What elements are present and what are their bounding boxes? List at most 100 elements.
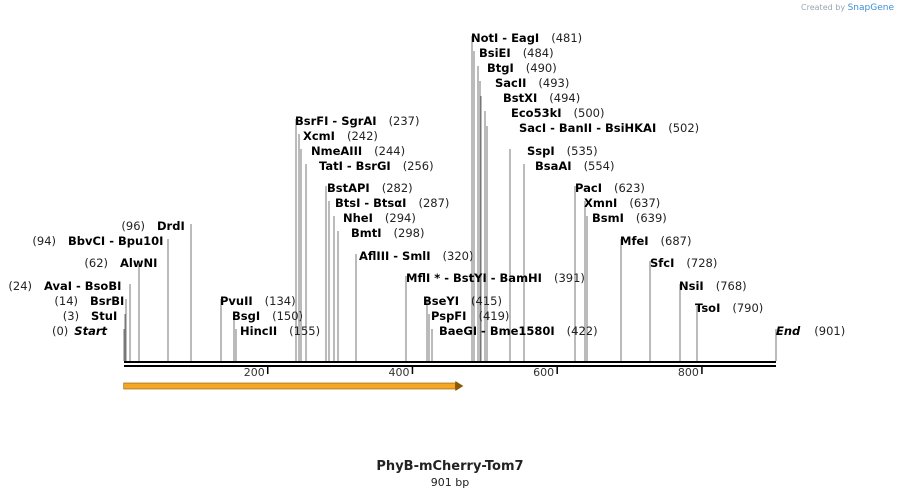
site-label[interactable]: XcmI (242) <box>303 129 378 143</box>
site-name: BaeGI - Bme1580I <box>439 324 555 338</box>
site-name: HincII <box>240 324 277 338</box>
site-name: SacI - BanII - BsiHKAI <box>519 121 656 135</box>
site-label[interactable]: XmnI (637) <box>584 196 660 210</box>
site-position: (790) <box>732 301 763 315</box>
site-name: BstAPI <box>327 181 370 195</box>
site-label[interactable]: SfcI (728) <box>650 256 717 270</box>
site-position: (96) <box>121 219 145 233</box>
site-name: BseYI <box>423 294 459 308</box>
site-label[interactable]: End (901) <box>776 324 845 338</box>
site-position: (415) <box>471 294 502 308</box>
orf-arrow-body[interactable] <box>123 382 456 390</box>
site-label[interactable]: (0) Start <box>52 324 108 338</box>
site-position: (901) <box>814 324 845 338</box>
site-label[interactable]: SspI (535) <box>527 144 598 158</box>
site-position: (481) <box>551 31 582 45</box>
ruler-ticks: 200 400 600 800 <box>244 366 703 379</box>
site-label[interactable]: MfeI (687) <box>620 234 691 248</box>
site-position: (0) <box>52 324 68 338</box>
site-label[interactable]: SacI - BanII - BsiHKAI (502) <box>519 121 699 135</box>
site-label[interactable]: NotI - EagI (481) <box>471 31 582 45</box>
site-label[interactable]: BtsI - BtsαI (287) <box>335 196 449 210</box>
site-name: PspFI <box>431 309 466 323</box>
site-name: SfcI <box>650 256 674 270</box>
snapgene-branding: Created by SnapGene <box>801 3 894 13</box>
site-position: (391) <box>554 271 585 285</box>
site-position: (320) <box>443 249 474 263</box>
site-name: Start <box>74 324 107 338</box>
site-label[interactable]: NsiI (768) <box>679 279 747 293</box>
site-position: (14) <box>54 294 78 308</box>
site-label[interactable]: (96) DrdI <box>121 219 184 233</box>
site-label[interactable]: (62) AlwNI <box>84 256 157 270</box>
site-label[interactable]: BsrFI - SgrAI (237) <box>295 114 420 128</box>
orf-arrow-head[interactable] <box>455 381 464 391</box>
site-name: TsoI <box>695 301 720 315</box>
created-by-text: Created by <box>801 3 846 12</box>
site-name: MfeI <box>620 234 649 248</box>
site-name: BbvCI - Bpu10I <box>68 234 163 248</box>
site-label[interactable]: Eco53kI (500) <box>511 106 604 120</box>
site-label[interactable]: HincII (155) <box>240 324 320 338</box>
site-label[interactable]: PspFI (419) <box>431 309 509 323</box>
site-position: (24) <box>8 279 32 293</box>
site-name: Eco53kI <box>511 106 562 120</box>
tick-label: 600 <box>533 366 554 379</box>
feature-layer <box>123 381 464 391</box>
snapgene-logo: SnapGene <box>847 3 894 13</box>
site-label[interactable]: BsmI (639) <box>592 211 667 225</box>
site-label[interactable]: (14) BsrBI <box>54 294 124 308</box>
site-label[interactable]: NmeAIII (244) <box>311 144 405 158</box>
site-position: (244) <box>374 144 405 158</box>
site-position: (637) <box>629 196 660 210</box>
site-label[interactable]: TsoI (790) <box>695 301 763 315</box>
site-position: (728) <box>686 256 717 270</box>
site-label[interactable]: NheI (294) <box>343 211 416 225</box>
site-label[interactable]: (24) AvaI - BsoBI <box>8 279 121 293</box>
site-name: TatI - BsrGI <box>319 159 391 173</box>
site-position: (242) <box>347 129 378 143</box>
site-label[interactable]: TatI - BsrGI (256) <box>319 159 434 173</box>
site-position: (687) <box>661 234 692 248</box>
site-label[interactable]: (94) BbvCI - Bpu10I <box>32 234 163 248</box>
site-name: BsiEI <box>479 46 511 60</box>
site-position: (484) <box>523 46 554 60</box>
site-label[interactable]: BseYI (415) <box>423 294 502 308</box>
site-name: BsrFI - SgrAI <box>295 114 377 128</box>
site-label[interactable]: BaeGI - Bme1580I (422) <box>439 324 598 338</box>
site-label[interactable]: PacI (623) <box>575 181 645 195</box>
site-name: BtgI <box>487 61 514 75</box>
site-name: End <box>776 324 801 338</box>
site-label[interactable]: PvuII (134) <box>220 294 296 308</box>
site-label[interactable]: (3) StuI <box>63 309 117 323</box>
site-label[interactable]: AflIII - SmlI (320) <box>359 249 473 263</box>
site-name: PvuII <box>220 294 253 308</box>
site-position: (419) <box>478 309 509 323</box>
site-label[interactable]: BtgI (490) <box>487 61 557 75</box>
site-position: (502) <box>668 121 699 135</box>
site-label[interactable]: BmtI (298) <box>351 226 424 240</box>
site-position: (155) <box>289 324 320 338</box>
sequence-backbone <box>124 361 776 367</box>
site-position: (494) <box>549 91 580 105</box>
site-position: (3) <box>63 309 79 323</box>
site-label[interactable]: BsiEI (484) <box>479 46 554 60</box>
site-label[interactable]: BsgI (150) <box>232 309 303 323</box>
site-name: BstXI <box>503 91 537 105</box>
site-position: (500) <box>574 106 605 120</box>
site-position: (94) <box>32 234 56 248</box>
tick-label: 200 <box>244 366 265 379</box>
site-name: NheI <box>343 211 373 225</box>
site-label[interactable]: BstXI (494) <box>503 91 580 105</box>
map-title: PhyB-mCherry-Tom7 <box>376 459 524 474</box>
site-name: BsrBI <box>90 294 124 308</box>
site-name: NotI - EagI <box>471 31 539 45</box>
site-name: DrdI <box>157 219 185 233</box>
site-label[interactable]: BsaAI (554) <box>535 159 615 173</box>
site-label[interactable]: MflI * - BstYI - BamHI (391) <box>406 271 585 285</box>
site-position: (639) <box>636 211 667 225</box>
site-label[interactable]: SacII (493) <box>495 76 569 90</box>
site-name: XcmI <box>303 129 335 143</box>
site-label[interactable]: BstAPI (282) <box>327 181 413 195</box>
